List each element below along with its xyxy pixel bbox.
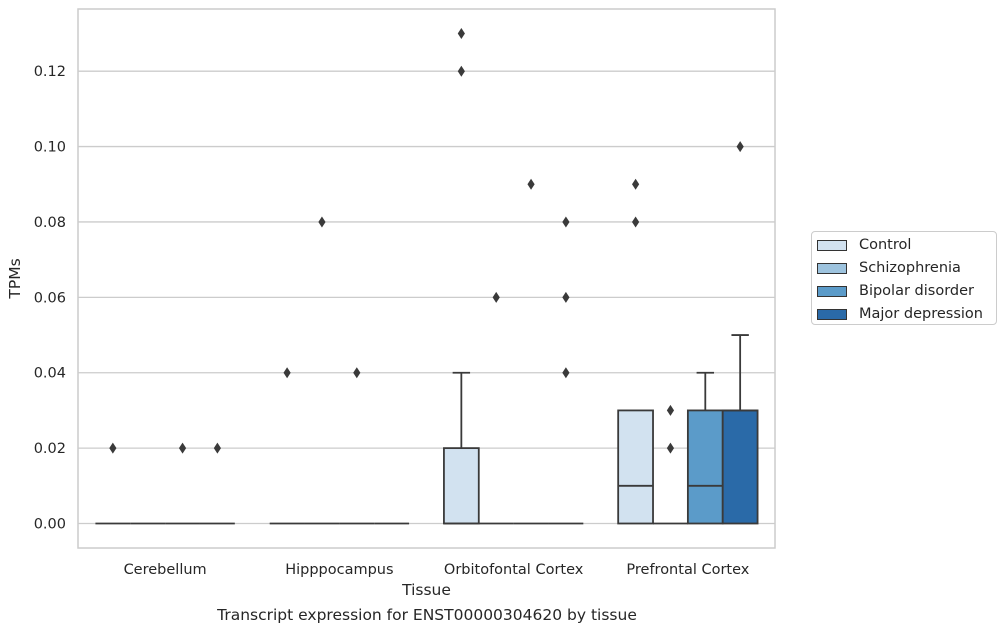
y-tick-label: 0.08: [34, 215, 66, 231]
box-series: [95, 28, 759, 525]
box-control: [443, 28, 480, 525]
x-axis-title: Tissue: [401, 581, 451, 599]
box-control: [617, 178, 654, 525]
legend-label: Schizophrenia: [859, 260, 961, 276]
box-bipolar-disorder: [165, 442, 200, 525]
x-tick-label: Cerebellum: [124, 562, 207, 578]
y-tick-label: 0.10: [34, 140, 66, 156]
outlier-point: [213, 442, 221, 454]
outlier-point: [632, 216, 640, 228]
box-schizophrenia: [653, 404, 688, 525]
axis-ticks: 0.00 0.02 0.04 0.06 0.08 0.10 0.12 Cerebellum Hi…: [34, 64, 750, 578]
legend-swatch: [817, 285, 847, 297]
outlier-point: [736, 141, 744, 153]
box-bipolar-disorder: [339, 367, 375, 525]
outlier-point: [562, 367, 570, 379]
outlier-point: [562, 216, 570, 228]
box-major-depression: [548, 216, 584, 525]
box-major-depression: [721, 141, 759, 525]
box-major-depression: [199, 442, 235, 525]
legend-item-control: Control: [817, 235, 911, 255]
box-control: [269, 367, 305, 525]
y-tick-label: 0.00: [34, 517, 66, 533]
x-tick-label: Orbitofontal Cortex: [444, 562, 584, 578]
chart-caption: Transcript expression for ENST0000030462…: [217, 606, 637, 624]
outlier-point: [178, 442, 187, 454]
box-schizophrenia: [304, 216, 340, 525]
legend-label: Bipolar disorder: [859, 283, 974, 299]
outlier-point: [666, 442, 675, 454]
legend-swatch: [817, 262, 847, 274]
box-body: [686, 409, 724, 525]
x-tick-label: Hipppocampus: [285, 562, 393, 578]
box-body: [443, 447, 480, 525]
outlier-point: [666, 404, 675, 416]
box-bipolar-disorder: [686, 371, 724, 525]
outlier-point: [457, 28, 465, 39]
outlier-point: [457, 65, 465, 77]
legend-swatch: [817, 239, 847, 251]
legend: Control Schizophrenia Bipolar disorder M…: [811, 231, 997, 325]
y-tick-label: 0.06: [34, 290, 66, 306]
outlier-point: [283, 367, 291, 379]
legend-swatch: [817, 308, 847, 320]
outlier-point: [318, 216, 326, 228]
legend-item-bipolar-disorder: Bipolar disorder: [817, 281, 974, 301]
outlier-point: [109, 442, 117, 454]
outlier-point: [562, 291, 570, 303]
legend-label: Control: [859, 237, 912, 253]
gridlines: [78, 70, 775, 525]
y-tick-label: 0.02: [34, 441, 66, 457]
box-body: [617, 409, 654, 525]
legend-item-major-depression: Major depression: [817, 304, 983, 324]
outlier-point: [632, 178, 640, 190]
box-bipolar-disorder: [513, 178, 549, 525]
y-tick-label: 0.12: [34, 64, 66, 80]
box-control: [95, 442, 131, 525]
x-tick-label: Prefrontal Cortex: [626, 562, 749, 578]
y-tick-label: 0.04: [34, 366, 66, 382]
legend-item-schizophrenia: Schizophrenia: [817, 258, 961, 278]
box-schizophrenia: [478, 291, 514, 525]
outlier-point: [492, 291, 500, 303]
legend-label: Major depression: [859, 306, 983, 322]
plot-frame: [77, 8, 776, 549]
outlier-point: [353, 367, 361, 379]
y-axis-title: TPMs: [6, 258, 24, 299]
box-body: [721, 409, 759, 525]
outlier-point: [527, 178, 535, 190]
